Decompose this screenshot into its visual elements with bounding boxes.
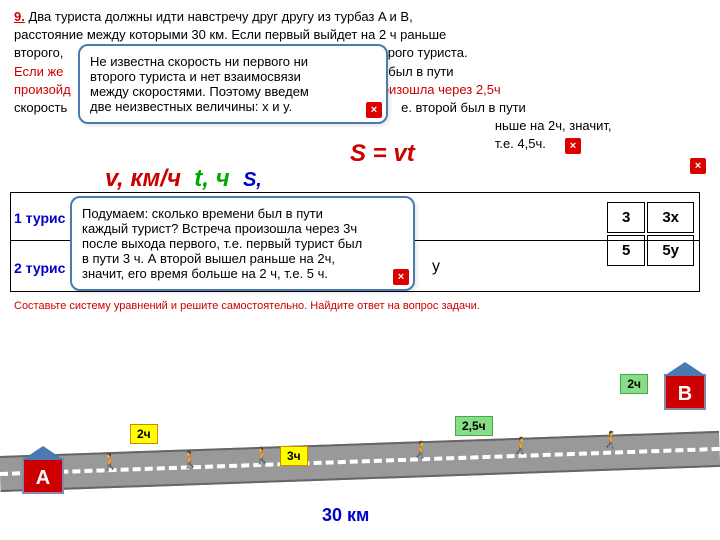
table-headers-fragment: v, км/ч t, ч S, bbox=[105, 165, 262, 193]
hint-popup-1: Не известна скорость ни первого ни второ… bbox=[78, 44, 388, 124]
hint-popup-2: Подумаем: сколько времени был в пути каж… bbox=[70, 196, 415, 291]
distance-label: 30 км bbox=[318, 505, 373, 526]
station-b: B bbox=[664, 374, 706, 410]
close-icon[interactable]: × bbox=[690, 158, 706, 174]
walker-icon bbox=[420, 440, 430, 460]
time-label-3: 3ч bbox=[280, 446, 308, 466]
close-icon[interactable]: × bbox=[393, 269, 409, 285]
time-label-1: 2ч bbox=[130, 424, 158, 444]
station-a: A bbox=[22, 458, 64, 494]
close-icon[interactable]: × bbox=[565, 138, 581, 154]
instruction-text: Составьте систему уравнений и решите сам… bbox=[14, 300, 706, 312]
walker-icon bbox=[520, 436, 530, 456]
close-icon[interactable]: × bbox=[366, 102, 382, 118]
time-label-4: 2,5ч bbox=[455, 416, 493, 436]
walker-icon bbox=[252, 446, 262, 466]
problem-number: 9. bbox=[14, 9, 25, 24]
walker-icon bbox=[100, 452, 110, 472]
walker-icon bbox=[180, 450, 190, 470]
time-label-2: 2ч bbox=[620, 374, 648, 394]
walker-icon bbox=[610, 430, 620, 450]
y-var: y bbox=[432, 258, 440, 276]
formula-svt: S = vt bbox=[350, 140, 415, 168]
result-table: 33x 55y bbox=[605, 200, 696, 268]
